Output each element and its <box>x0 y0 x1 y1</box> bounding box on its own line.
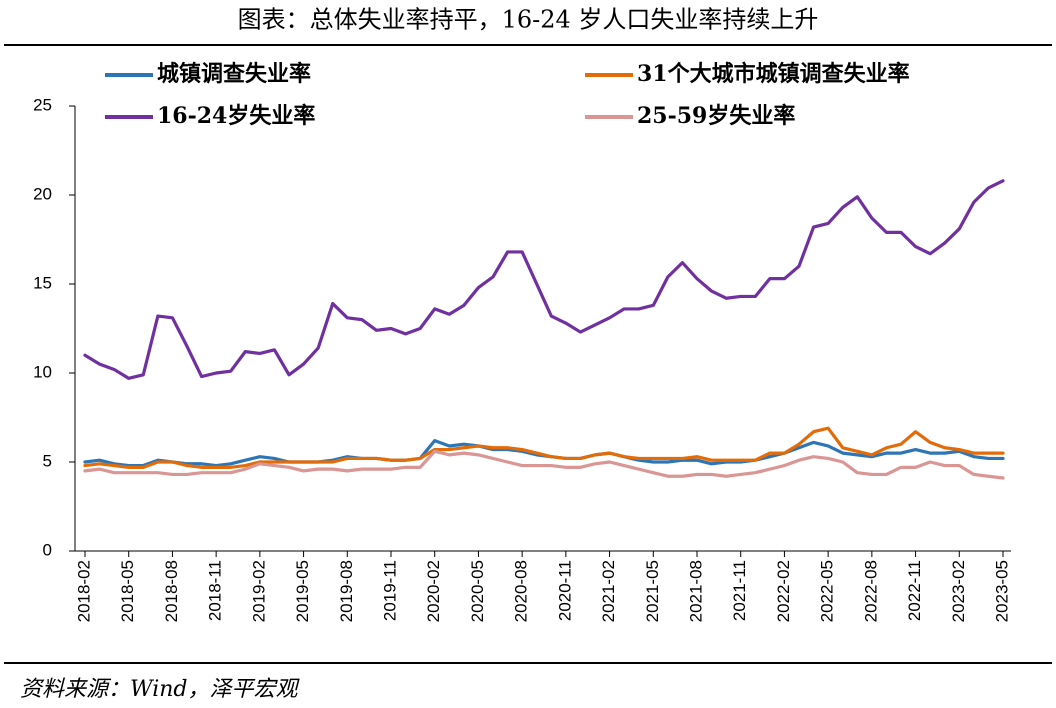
x-tick-label: 2018-11 <box>206 560 225 621</box>
legend-label: 25-59岁失业率 <box>637 103 795 129</box>
x-tick-label: 2021-08 <box>686 560 705 622</box>
legend-label: 16-24岁失业率 <box>157 103 315 129</box>
y-tick-label: 5 <box>43 451 52 470</box>
x-tick-label: 2021-05 <box>643 560 662 622</box>
x-tick-label: 2019-08 <box>337 560 356 622</box>
y-tick-label: 15 <box>33 273 52 292</box>
x-tick-label: 2018-02 <box>74 560 93 622</box>
y-tick-label: 25 <box>33 95 52 114</box>
x-tick-label: 2021-11 <box>730 560 749 621</box>
y-tick-label: 10 <box>33 362 52 381</box>
x-tick-label: 2018-08 <box>162 560 181 622</box>
series-line <box>83 449 1005 480</box>
x-tick-label: 2022-02 <box>774 560 793 622</box>
x-tick-label: 2021-02 <box>599 560 618 622</box>
x-tick-label: 2019-11 <box>380 560 399 621</box>
x-tick-label: 2023-02 <box>949 560 968 622</box>
chart-title: 图表：总体失业率持平，16-24 岁人口失业率持续上升 <box>238 6 819 34</box>
x-tick-label: 2019-02 <box>249 560 268 622</box>
x-tick-label: 2019-05 <box>293 560 312 622</box>
series-line <box>83 426 1005 469</box>
x-tick-label: 2022-05 <box>818 560 837 622</box>
x-tick-label: 2023-05 <box>992 560 1011 622</box>
y-tick-label: 0 <box>43 540 52 559</box>
y-tick-label: 20 <box>33 184 52 203</box>
source-note: 资料来源：Wind，泽平宏观 <box>20 677 301 702</box>
x-tick-label: 2020-11 <box>555 560 574 621</box>
x-tick-label: 2020-08 <box>512 560 531 622</box>
x-tick-label: 2020-05 <box>468 560 487 622</box>
legend-label: 31个大城市城镇调查失业率 <box>637 61 910 87</box>
x-tick-label: 2018-05 <box>118 560 137 622</box>
x-tick-label: 2022-08 <box>861 560 880 622</box>
series-line <box>83 179 1005 380</box>
x-tick-label: 2022-11 <box>905 560 924 621</box>
x-tick-label: 2020-02 <box>424 560 443 622</box>
legend-label: 城镇调查失业率 <box>157 61 311 87</box>
